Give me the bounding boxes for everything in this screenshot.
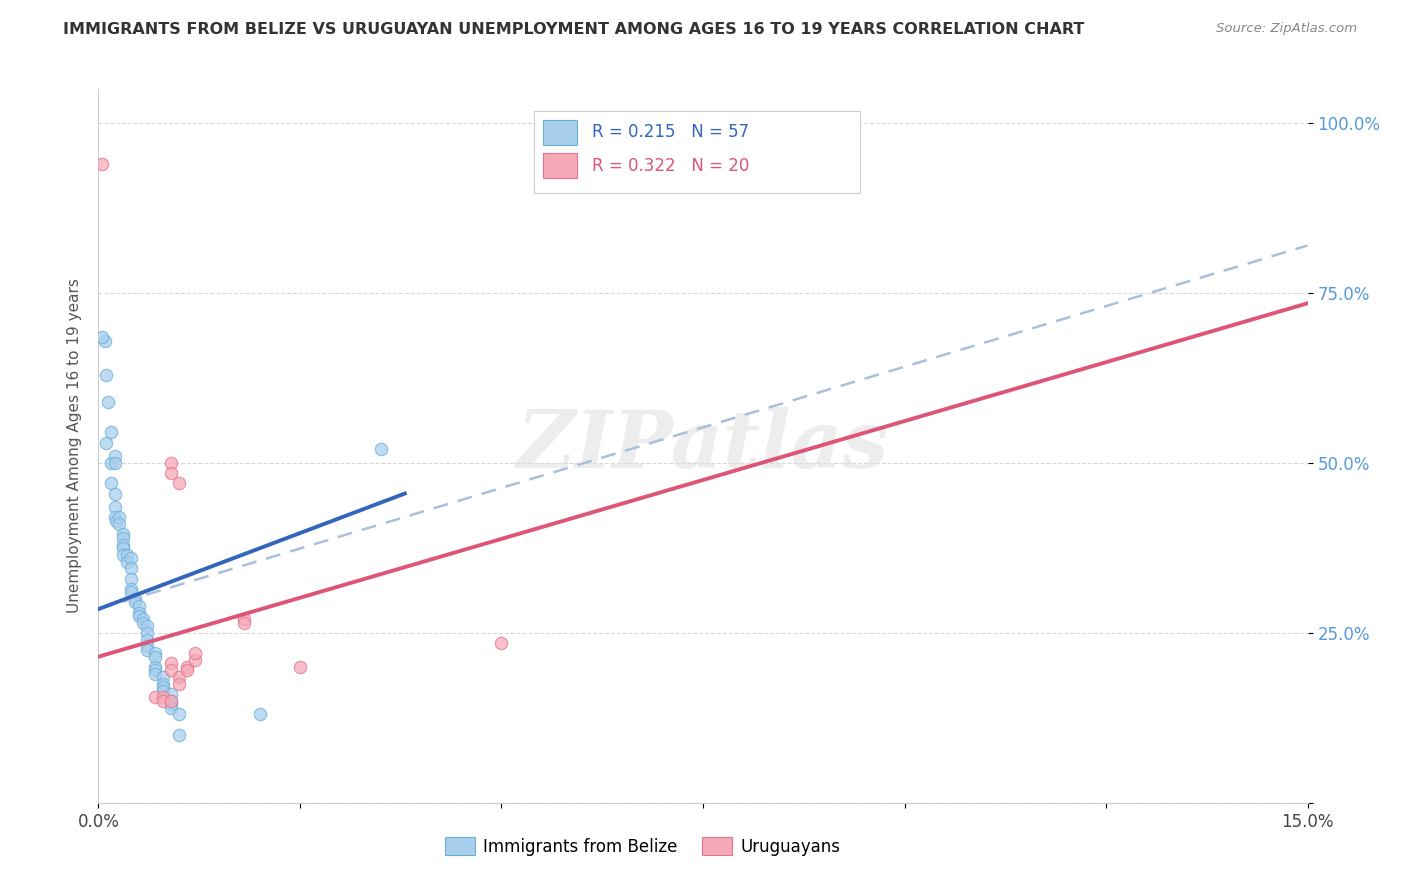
Point	[115, 548, 138, 562]
Point	[143, 649, 166, 664]
Point	[135, 643, 157, 657]
Point	[184, 646, 207, 660]
Point	[128, 608, 150, 623]
Point	[135, 619, 157, 633]
Point	[167, 476, 190, 491]
Legend: Immigrants from Belize, Uruguayans: Immigrants from Belize, Uruguayans	[437, 830, 848, 863]
Point	[103, 510, 125, 524]
Point	[120, 572, 142, 586]
Point	[176, 660, 198, 674]
Point	[115, 555, 138, 569]
Point	[94, 334, 117, 348]
Point	[160, 687, 183, 701]
Point	[120, 561, 142, 575]
Text: R = 0.215   N = 57: R = 0.215 N = 57	[592, 123, 749, 141]
Point	[128, 606, 150, 620]
Point	[100, 476, 122, 491]
Point	[167, 670, 190, 684]
Point	[152, 694, 174, 708]
Point	[143, 690, 166, 705]
Text: Source: ZipAtlas.com: Source: ZipAtlas.com	[1216, 22, 1357, 36]
Point	[120, 551, 142, 566]
Point	[160, 663, 183, 677]
Text: ZIPatlas: ZIPatlas	[517, 408, 889, 484]
Text: R = 0.322   N = 20: R = 0.322 N = 20	[592, 157, 749, 175]
Point	[160, 694, 183, 708]
Bar	[543, 120, 578, 145]
Point	[184, 653, 207, 667]
Point	[107, 517, 129, 532]
Point	[111, 548, 134, 562]
Point	[105, 514, 128, 528]
Point	[97, 394, 120, 409]
Bar	[543, 153, 578, 178]
FancyBboxPatch shape	[534, 111, 860, 193]
Point	[232, 615, 254, 630]
Point	[96, 435, 118, 450]
Point	[100, 425, 122, 440]
Point	[143, 663, 166, 677]
Point	[120, 585, 142, 599]
Point	[160, 694, 183, 708]
Point	[107, 510, 129, 524]
Point	[160, 700, 183, 714]
Point	[103, 449, 125, 463]
Point	[160, 456, 183, 470]
Point	[100, 456, 122, 470]
Point	[103, 486, 125, 500]
Point	[167, 677, 190, 691]
Point	[132, 612, 155, 626]
Point	[96, 368, 118, 382]
Point	[111, 531, 134, 545]
Point	[167, 707, 190, 722]
Point	[103, 500, 125, 515]
Point	[91, 157, 114, 171]
Point	[143, 666, 166, 681]
Point	[120, 582, 142, 596]
Y-axis label: Unemployment Among Ages 16 to 19 years: Unemployment Among Ages 16 to 19 years	[66, 278, 82, 614]
Point	[135, 632, 157, 647]
Point	[124, 591, 146, 606]
Point	[143, 660, 166, 674]
Point	[135, 640, 157, 654]
Point	[232, 612, 254, 626]
Text: IMMIGRANTS FROM BELIZE VS URUGUAYAN UNEMPLOYMENT AMONG AGES 16 TO 19 YEARS CORRE: IMMIGRANTS FROM BELIZE VS URUGUAYAN UNEM…	[63, 22, 1084, 37]
Point	[152, 683, 174, 698]
Point	[132, 615, 155, 630]
Point	[160, 698, 183, 712]
Point	[124, 595, 146, 609]
Point	[152, 670, 174, 684]
Point	[143, 646, 166, 660]
Point	[111, 537, 134, 551]
Point	[249, 707, 271, 722]
Point	[128, 599, 150, 613]
Point	[111, 527, 134, 541]
Point	[167, 728, 190, 742]
Point	[152, 690, 174, 705]
Point	[288, 660, 311, 674]
Point	[135, 626, 157, 640]
Point	[152, 680, 174, 694]
Point	[103, 456, 125, 470]
Point	[160, 466, 183, 480]
Point	[176, 663, 198, 677]
Point	[111, 541, 134, 555]
Point	[160, 657, 183, 671]
Point	[491, 636, 513, 650]
Point	[91, 330, 114, 344]
Point	[152, 677, 174, 691]
Point	[370, 442, 392, 457]
